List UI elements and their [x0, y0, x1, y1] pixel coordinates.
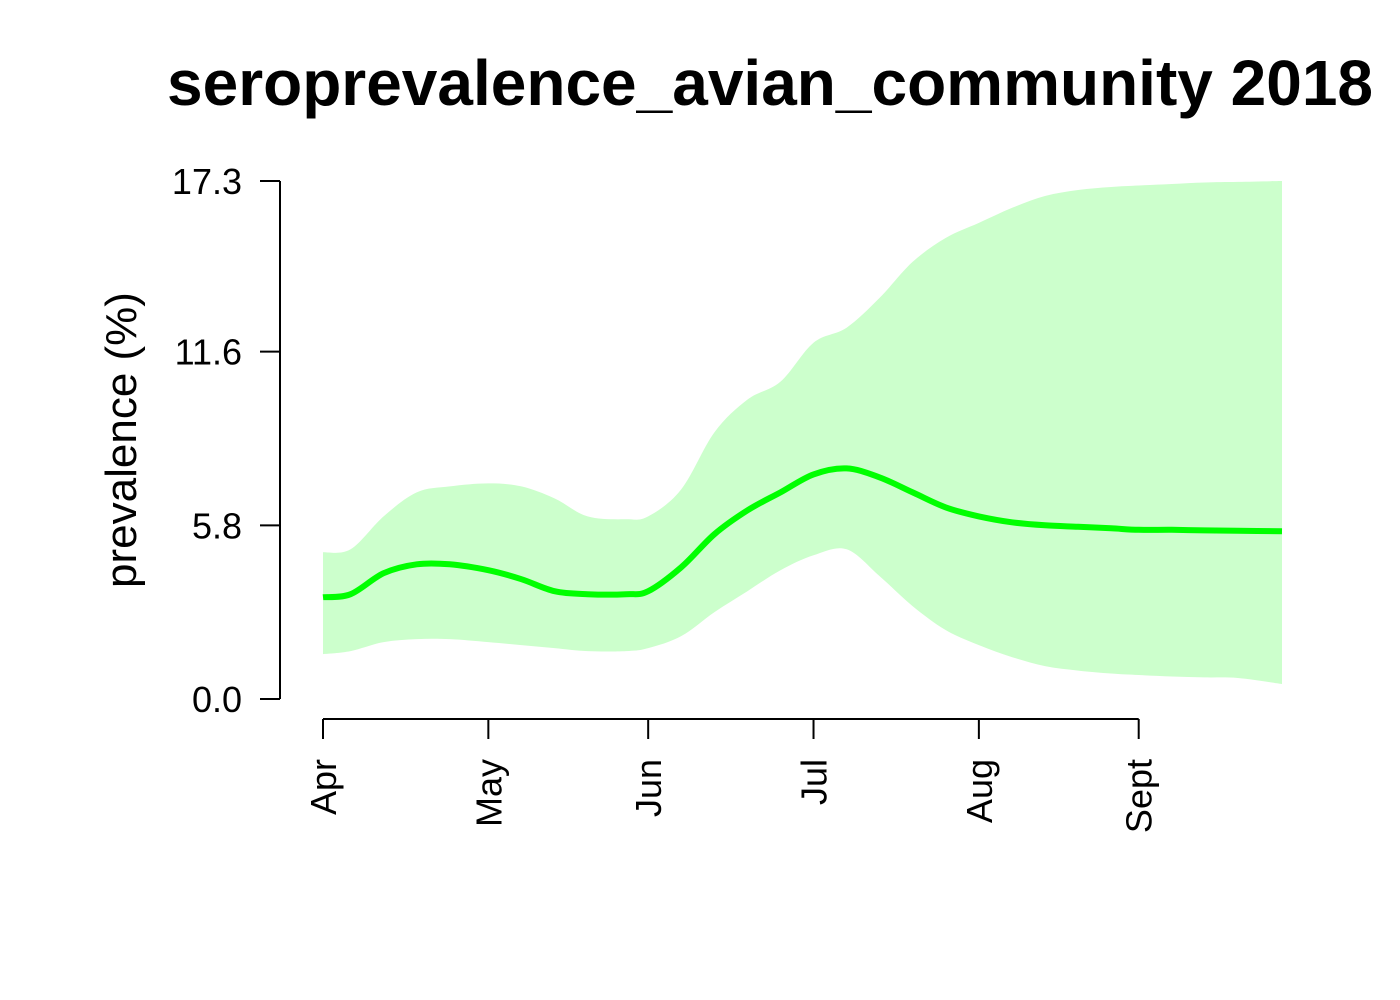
y-tick-label: 17.3: [172, 161, 242, 202]
x-tick-label: Jun: [628, 759, 669, 817]
plot-area: [322, 181, 1283, 684]
y-axis: 0.0 5.8 11.6 17.3: [172, 161, 281, 720]
y-axis-label: prevalence (%): [97, 292, 146, 588]
x-tick-label: May: [468, 759, 509, 827]
x-tick-label: Aug: [959, 759, 1000, 823]
x-tick-label: Jul: [794, 759, 835, 805]
confidence-band-0: [323, 181, 1282, 684]
x-tick-label: Sept: [1119, 759, 1160, 833]
chart-title: seroprevalence_avian_community 2018: [167, 47, 1373, 119]
y-tick-label: 5.8: [192, 505, 242, 546]
y-tick-label: 11.6: [175, 332, 242, 373]
x-tick-label: Apr: [303, 759, 344, 815]
y-tick-label: 0.0: [192, 679, 242, 720]
series-line-0: [322, 465, 1283, 601]
x-axis: Apr May Jun Jul Aug Sept: [303, 718, 1160, 833]
